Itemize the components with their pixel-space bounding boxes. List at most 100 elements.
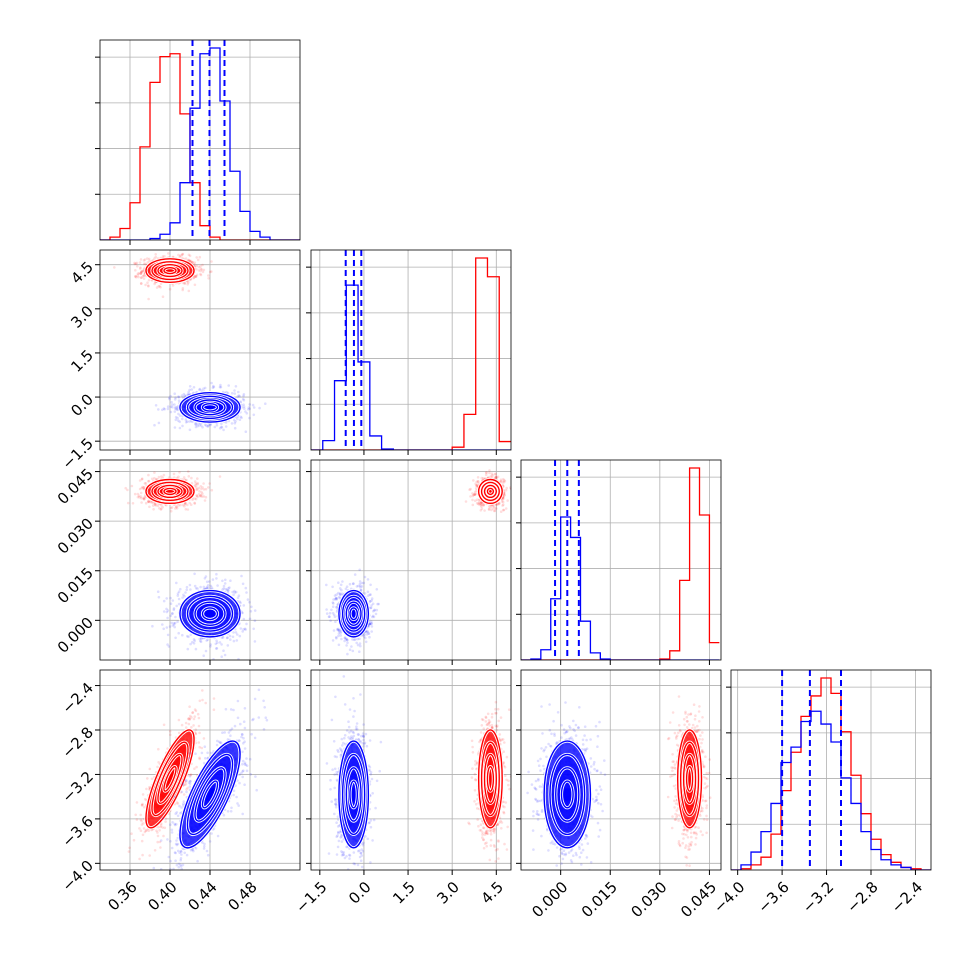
- sample-point: [136, 272, 140, 276]
- sample-point: [212, 384, 215, 388]
- sample-point: [203, 423, 207, 427]
- sample-point: [219, 383, 222, 387]
- sample-point: [177, 253, 180, 257]
- sample-point: [194, 497, 198, 501]
- sample-point: [241, 630, 244, 633]
- sample-point: [210, 270, 213, 273]
- sample-point: [373, 609, 376, 612]
- sample-point: [173, 410, 177, 413]
- sample-point: [181, 503, 185, 507]
- sample-point: [148, 259, 151, 263]
- sample-point: [167, 645, 171, 648]
- sample-point: [242, 403, 245, 407]
- sample-point: [216, 641, 219, 645]
- sample-point: [162, 407, 166, 410]
- sample-point: [173, 625, 176, 629]
- sample-point: [175, 506, 179, 510]
- sample-point: [231, 635, 235, 639]
- sample-point: [135, 261, 139, 265]
- sample-point: [210, 488, 214, 492]
- sample-point: [468, 488, 471, 492]
- sample-point: [176, 594, 180, 597]
- sample-point: [173, 403, 176, 406]
- sample-point: [331, 639, 335, 642]
- sample-point: [237, 390, 240, 394]
- panel-frame: [310, 249, 512, 451]
- sample-point: [188, 259, 191, 263]
- sample-point: [195, 494, 198, 497]
- sample-point: [343, 636, 347, 640]
- sample-point: [138, 487, 142, 491]
- sample-point: [243, 627, 247, 631]
- sample-point: [224, 425, 228, 428]
- sample-point: [126, 488, 129, 492]
- sample-point: [197, 486, 201, 490]
- sample-point: [137, 494, 141, 498]
- sample-point: [234, 385, 238, 388]
- panel-frame: [99, 459, 301, 661]
- sample-point: [199, 485, 203, 488]
- sample-point: [189, 642, 192, 646]
- sample-point: [258, 406, 261, 410]
- sample-point: [200, 268, 204, 271]
- sample-point: [205, 580, 209, 584]
- sample-point: [162, 610, 166, 613]
- sample-point: [224, 578, 227, 582]
- sample-point: [232, 593, 235, 596]
- sample-point: [178, 255, 182, 259]
- sample-point: [169, 410, 173, 414]
- sample-point: [139, 282, 143, 285]
- sample-point: [157, 408, 160, 411]
- sample-point: [201, 263, 204, 267]
- sample-point: [174, 636, 177, 640]
- sample-point: [170, 621, 174, 625]
- sample-point: [163, 254, 166, 258]
- sample-point: [169, 509, 173, 513]
- sample-point: [176, 620, 179, 624]
- sample-point: [241, 611, 244, 615]
- sample-point: [147, 297, 150, 301]
- sample-point: [496, 475, 500, 479]
- sample-point: [147, 284, 150, 287]
- sample-point: [348, 648, 352, 651]
- sample-point: [472, 493, 475, 497]
- sample-point: [144, 262, 147, 266]
- sample-point: [184, 501, 187, 505]
- sample-point: [143, 482, 147, 485]
- sample-point: [139, 258, 143, 261]
- sample-point: [198, 255, 202, 259]
- sample-point: [234, 420, 237, 423]
- sample-point: [169, 614, 172, 618]
- sample-point: [220, 425, 223, 429]
- sample-point: [231, 590, 234, 594]
- sample-point: [177, 590, 181, 593]
- sample-point: [502, 503, 505, 507]
- sample-point: [177, 475, 180, 479]
- sample-point: [211, 578, 215, 581]
- sample-point: [198, 424, 201, 427]
- sample-point: [204, 495, 208, 499]
- sample-point: [173, 426, 177, 429]
- sample-point: [345, 644, 348, 647]
- sample-point: [153, 257, 156, 260]
- sample-point: [248, 600, 251, 604]
- sample-point: [166, 616, 169, 620]
- sample-point: [171, 403, 174, 407]
- sample-point: [241, 397, 245, 401]
- sample-point: [169, 602, 173, 605]
- sample-point: [219, 385, 223, 389]
- sample-point: [195, 494, 199, 498]
- sample-point: [252, 406, 256, 409]
- sample-point: [202, 585, 206, 589]
- sample-point: [171, 612, 174, 615]
- sample-point: [207, 277, 210, 280]
- sample-point: [245, 412, 249, 415]
- sample-point: [220, 655, 223, 658]
- sample-point: [159, 286, 162, 289]
- sample-point: [156, 590, 160, 593]
- sample-point: [160, 507, 163, 511]
- contour-line: [483, 484, 497, 499]
- sample-point: [134, 274, 137, 278]
- sample-point: [335, 636, 338, 640]
- sample-point: [225, 390, 228, 394]
